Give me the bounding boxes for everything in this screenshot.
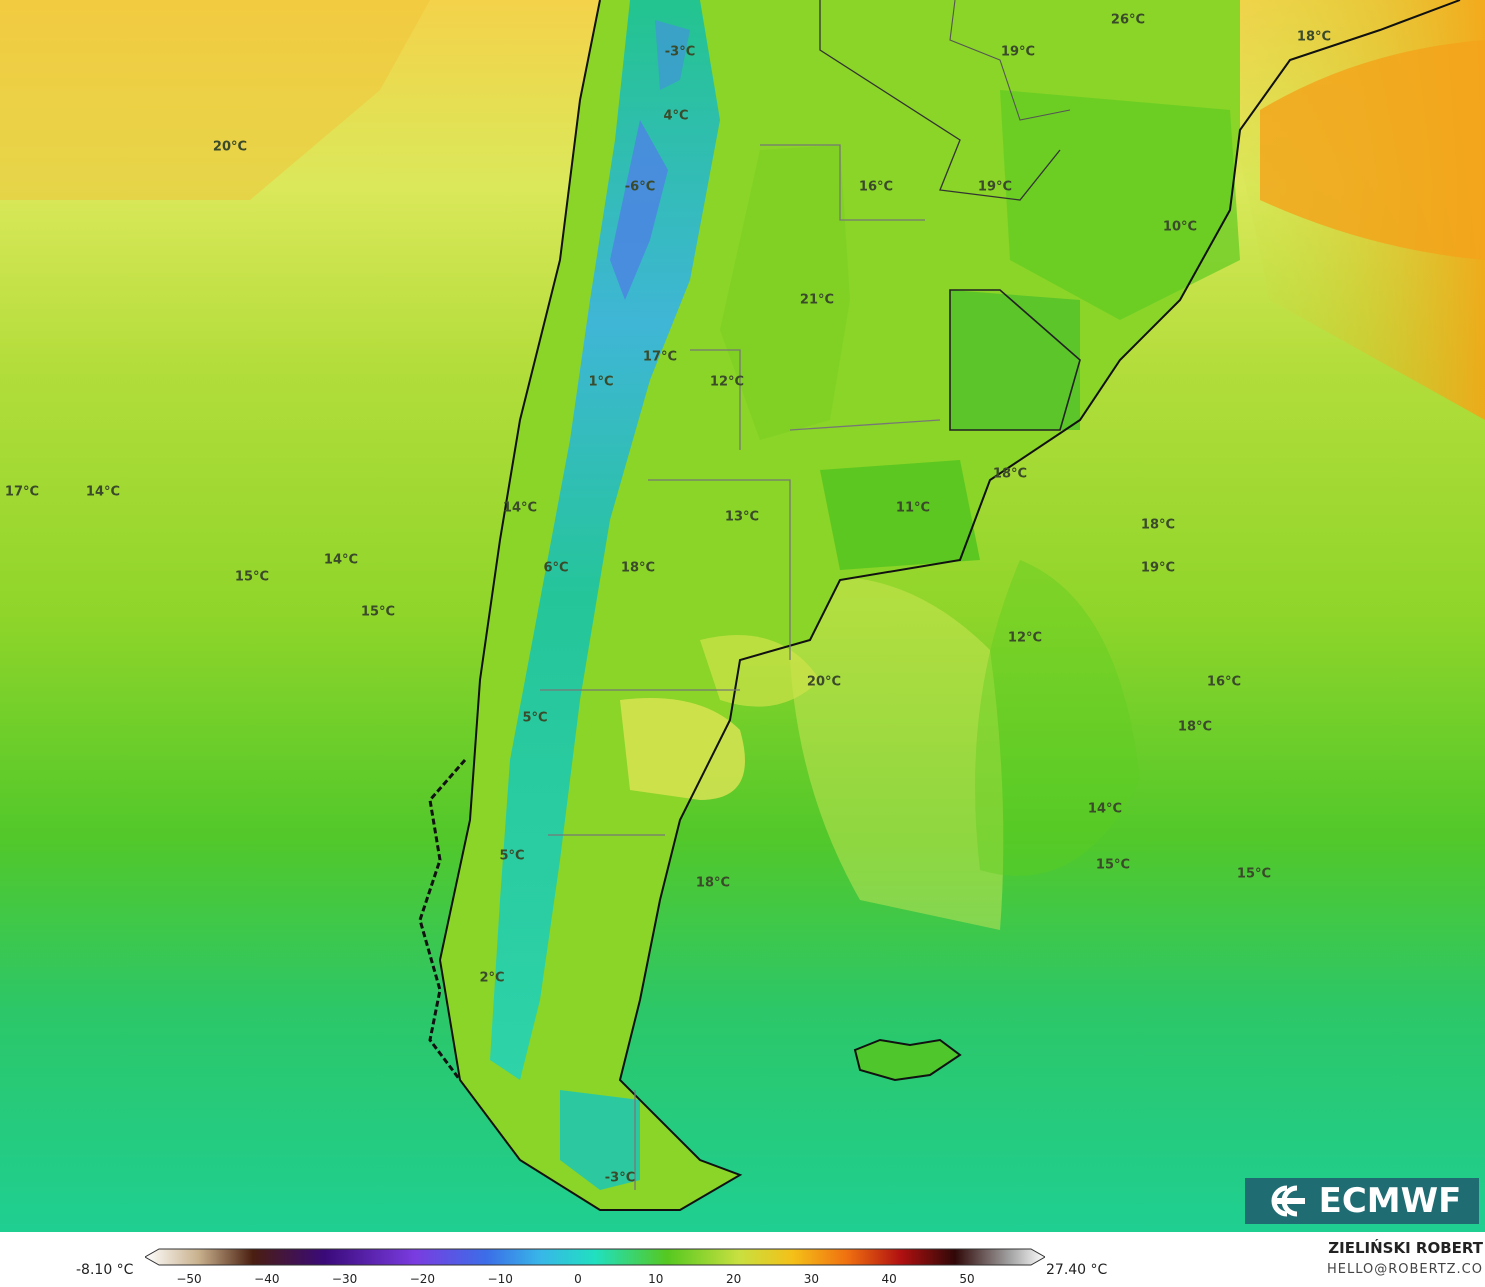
color-scale-bar bbox=[145, 1248, 1045, 1266]
temperature-label: 5°C bbox=[522, 710, 548, 726]
color-scale-tick-label: −40 bbox=[254, 1272, 280, 1286]
temperature-label: 10°C bbox=[1162, 219, 1198, 235]
province-border bbox=[648, 479, 791, 660]
temperature-label: 15°C bbox=[360, 604, 396, 620]
legend-min-value: -8.10 °C bbox=[76, 1262, 134, 1278]
andes-frozen-north bbox=[655, 20, 690, 90]
temperature-label: 14°C bbox=[1087, 801, 1123, 817]
temperature-label: 16°C bbox=[858, 179, 894, 195]
temperature-label: 18°C bbox=[1140, 517, 1176, 533]
color-scale-tick-label: 0 bbox=[574, 1272, 582, 1286]
brazil-cool-zone bbox=[1000, 90, 1240, 320]
color-scale-tick-label: −20 bbox=[409, 1272, 436, 1286]
patagonia-warm-zone bbox=[620, 698, 745, 800]
hot-atlantic-zone bbox=[1260, 40, 1485, 260]
author-email[interactable]: HELLO@ROBERTZ.CO bbox=[1326, 1262, 1483, 1277]
temperature-label: 20°C bbox=[212, 139, 248, 155]
temperature-label: 1°C bbox=[588, 374, 614, 390]
color-scale-tick-label: −50 bbox=[176, 1272, 202, 1286]
temperature-map[interactable]: 20°C -3°C 4°C -6°C 26°C 19°C 18°C 16°C 19°C 10°C 2… bbox=[0, 0, 1485, 1232]
temperature-label: 21°C bbox=[799, 292, 835, 308]
temperature-label: 14°C bbox=[85, 484, 121, 500]
temperature-label: 18°C bbox=[695, 875, 731, 891]
uruguay-zone bbox=[950, 290, 1080, 430]
temperature-label: -6°C bbox=[624, 179, 656, 195]
country-border bbox=[949, 0, 1071, 121]
map-canvas bbox=[0, 0, 1485, 1232]
temperature-label: 20°C bbox=[806, 674, 842, 690]
color-scale-tick-label: 10 bbox=[648, 1272, 664, 1286]
chilean-fjords bbox=[418, 759, 467, 1081]
temperature-label: 12°C bbox=[709, 374, 745, 390]
shelf-warm-zone bbox=[788, 576, 1004, 930]
temperature-label: 18°C bbox=[620, 560, 656, 576]
temperature-label: -3°C bbox=[604, 1170, 636, 1186]
author-name: ZIELIŃSKI ROBERT bbox=[1328, 1239, 1483, 1257]
andes-cold-band bbox=[490, 0, 720, 1080]
country-border bbox=[819, 0, 1061, 201]
falkland-islands bbox=[853, 1038, 962, 1082]
temperature-label: 11°C bbox=[895, 500, 931, 516]
color-scale-tick-label: 20 bbox=[725, 1272, 742, 1286]
temperature-label: 18°C bbox=[1177, 719, 1213, 735]
temperature-label: 5°C bbox=[499, 848, 525, 864]
coastline bbox=[438, 0, 1461, 1211]
temperature-label: 6°C bbox=[543, 560, 569, 576]
province-border bbox=[760, 144, 925, 221]
temperature-label: 26°C bbox=[1110, 12, 1146, 28]
temperature-label: 16°C bbox=[1206, 674, 1242, 690]
warm-pacific-zone bbox=[0, 0, 430, 200]
tierra-del-fuego bbox=[560, 1090, 640, 1190]
temperature-label: 19°C bbox=[1000, 44, 1036, 60]
province-border bbox=[690, 349, 741, 450]
color-scale-tick-label: 30 bbox=[803, 1272, 820, 1286]
temperature-label: 13°C bbox=[724, 509, 760, 525]
legend-max-value: 27.40 °C bbox=[1046, 1262, 1108, 1278]
temperature-label: 15°C bbox=[1236, 866, 1272, 882]
color-scale-tick-label: 50 bbox=[959, 1272, 975, 1286]
uruguay-border bbox=[949, 289, 1081, 431]
legend-footer: -8.10 °C −50 −40 −30− bbox=[0, 1232, 1485, 1287]
color-scale-gradient bbox=[145, 1248, 1045, 1266]
province-border bbox=[789, 419, 941, 431]
color-scale-tick-label: −10 bbox=[487, 1272, 513, 1286]
temperature-label: 17°C bbox=[4, 484, 40, 500]
ecmwf-logo: ECMWF bbox=[1245, 1178, 1479, 1224]
temperature-label: 19°C bbox=[977, 179, 1013, 195]
temperature-label: 19°C bbox=[1140, 560, 1176, 576]
temperature-label: 18°C bbox=[992, 466, 1028, 482]
ecmwf-wordmark: ECMWF bbox=[1318, 1181, 1462, 1221]
temperature-label: -3°C bbox=[664, 44, 696, 60]
ecmwf-swirl-icon bbox=[1271, 1185, 1305, 1217]
temperature-label: 12°C bbox=[1007, 630, 1043, 646]
cool-eddy-zone bbox=[975, 560, 1140, 876]
andes-frozen-peak bbox=[610, 120, 668, 300]
temperature-label: 15°C bbox=[1095, 857, 1131, 873]
pampas-zone bbox=[720, 145, 850, 440]
temperature-label: 17°C bbox=[642, 349, 678, 365]
buenos-aires-cool-zone bbox=[820, 460, 980, 570]
temperature-label: 14°C bbox=[323, 552, 359, 568]
temperature-label: 15°C bbox=[234, 569, 270, 585]
color-scale-tick-label: −30 bbox=[331, 1272, 358, 1286]
temperature-label: 18°C bbox=[1296, 29, 1332, 45]
color-scale-tick-label: 40 bbox=[881, 1272, 897, 1286]
temperature-label: 14°C bbox=[502, 500, 538, 516]
temperature-label: 4°C bbox=[663, 108, 689, 124]
temperature-label: 2°C bbox=[479, 970, 505, 986]
